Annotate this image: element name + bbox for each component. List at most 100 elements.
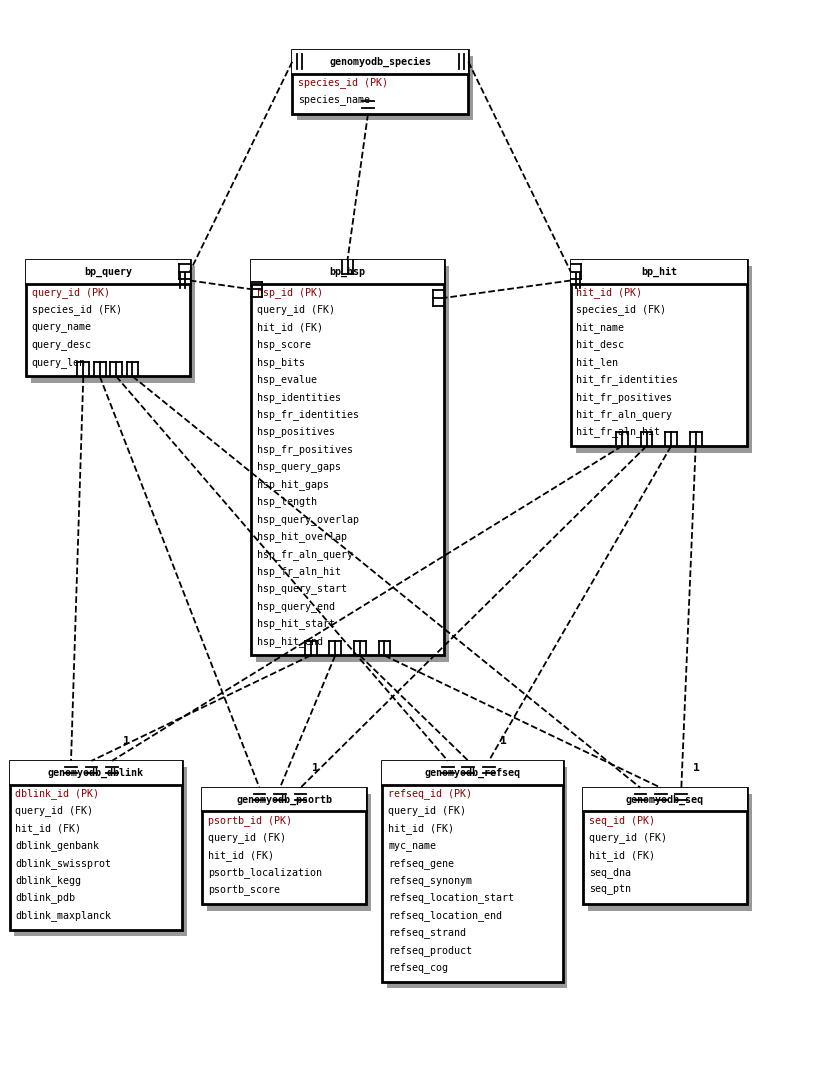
Text: hsp_identities: hsp_identities	[257, 392, 341, 403]
FancyBboxPatch shape	[570, 260, 747, 284]
Text: hsp_query_end: hsp_query_end	[257, 600, 335, 612]
FancyBboxPatch shape	[202, 787, 366, 811]
FancyBboxPatch shape	[570, 260, 747, 446]
Text: hit_id (FK): hit_id (FK)	[208, 850, 274, 861]
Text: seq_id (PK): seq_id (PK)	[589, 814, 655, 825]
Text: bp_hit: bp_hit	[641, 267, 677, 276]
FancyBboxPatch shape	[583, 787, 747, 811]
FancyBboxPatch shape	[387, 767, 567, 988]
FancyBboxPatch shape	[256, 267, 449, 662]
Text: hit_id (FK): hit_id (FK)	[388, 823, 454, 834]
Text: hit_fr_aln_query: hit_fr_aln_query	[576, 409, 672, 420]
Text: refseq_synonym: refseq_synonym	[388, 875, 472, 886]
FancyBboxPatch shape	[10, 760, 182, 784]
FancyBboxPatch shape	[15, 767, 187, 936]
Text: hsp_fr_identities: hsp_fr_identities	[257, 409, 359, 420]
Text: psortb_id (PK): psortb_id (PK)	[208, 814, 292, 825]
Text: 1: 1	[123, 737, 130, 746]
Text: hit_desc: hit_desc	[576, 339, 625, 350]
Text: query_id (FK): query_id (FK)	[388, 806, 466, 816]
Text: dblink_swissprot: dblink_swissprot	[16, 858, 111, 868]
Text: 1: 1	[312, 764, 319, 773]
FancyBboxPatch shape	[382, 760, 562, 982]
FancyBboxPatch shape	[26, 260, 190, 376]
Text: hsp_hit_start: hsp_hit_start	[257, 619, 335, 630]
Text: query_len: query_len	[32, 356, 85, 367]
Text: hit_fr_identities: hit_fr_identities	[576, 374, 678, 386]
Text: hsp_hit_end: hsp_hit_end	[257, 636, 323, 647]
FancyBboxPatch shape	[588, 794, 752, 910]
Text: hsp_length: hsp_length	[257, 497, 317, 508]
Text: hsp_hit_overlap: hsp_hit_overlap	[257, 531, 347, 542]
Text: dblink_maxplanck: dblink_maxplanck	[16, 910, 111, 921]
Text: hsp_query_start: hsp_query_start	[257, 583, 347, 594]
Text: hit_fr_aln_hit: hit_fr_aln_hit	[576, 427, 661, 437]
Text: bp_hsp: bp_hsp	[330, 267, 366, 276]
FancyBboxPatch shape	[31, 267, 195, 382]
Text: genomyodb_seq: genomyodb_seq	[626, 795, 704, 805]
Text: hit_id (FK): hit_id (FK)	[589, 850, 655, 861]
Text: hit_name: hit_name	[576, 322, 625, 333]
Text: hsp_id (PK): hsp_id (PK)	[257, 287, 323, 298]
Text: refseq_location_end: refseq_location_end	[388, 910, 502, 921]
Text: 1: 1	[500, 737, 507, 746]
Text: query_desc: query_desc	[32, 339, 92, 350]
FancyBboxPatch shape	[583, 787, 747, 904]
FancyBboxPatch shape	[252, 260, 444, 656]
Text: dblink_id (PK): dblink_id (PK)	[16, 787, 99, 799]
Text: hsp_bits: hsp_bits	[257, 356, 305, 367]
Text: query_id (FK): query_id (FK)	[589, 833, 667, 843]
Text: hit_id (FK): hit_id (FK)	[257, 322, 323, 333]
Text: dblink_kegg: dblink_kegg	[16, 875, 81, 886]
Text: species_id (FK): species_id (FK)	[576, 305, 667, 315]
Text: psortb_score: psortb_score	[208, 885, 279, 895]
Text: genomyodb_refseq: genomyodb_refseq	[424, 768, 520, 778]
Text: query_id (FK): query_id (FK)	[257, 305, 335, 315]
Text: genomyodb_dblink: genomyodb_dblink	[48, 768, 144, 778]
Text: hsp_fr_positives: hsp_fr_positives	[257, 444, 353, 455]
Text: refseq_gene: refseq_gene	[388, 858, 454, 868]
Text: query_id (FK): query_id (FK)	[208, 833, 286, 843]
Text: hit_len: hit_len	[576, 356, 618, 367]
Text: hsp_fr_aln_hit: hsp_fr_aln_hit	[257, 566, 341, 577]
Text: hsp_score: hsp_score	[257, 339, 311, 350]
Text: dblink_genbank: dblink_genbank	[16, 840, 99, 851]
FancyBboxPatch shape	[10, 760, 182, 930]
Text: refseq_strand: refseq_strand	[388, 928, 466, 939]
FancyBboxPatch shape	[252, 260, 444, 284]
FancyBboxPatch shape	[297, 56, 473, 120]
Text: hsp_evalue: hsp_evalue	[257, 374, 317, 386]
Text: refseq_product: refseq_product	[388, 945, 472, 956]
Text: hsp_query_overlap: hsp_query_overlap	[257, 514, 359, 525]
Text: myc_name: myc_name	[388, 840, 436, 851]
Text: hsp_fr_aln_query: hsp_fr_aln_query	[257, 549, 353, 559]
Text: hsp_hit_gaps: hsp_hit_gaps	[257, 478, 329, 489]
Text: query_name: query_name	[32, 322, 92, 333]
FancyBboxPatch shape	[575, 267, 752, 453]
Text: species_id (PK): species_id (PK)	[298, 77, 388, 87]
Text: psortb_localization: psortb_localization	[208, 867, 322, 878]
Text: hit_id (FK): hit_id (FK)	[16, 823, 81, 834]
Text: genomyodb_psortb: genomyodb_psortb	[236, 795, 332, 805]
Text: hit_id (PK): hit_id (PK)	[576, 287, 643, 298]
Text: dblink_pdb: dblink_pdb	[16, 892, 76, 903]
FancyBboxPatch shape	[26, 260, 190, 284]
Text: 1: 1	[693, 764, 700, 773]
Text: hit_fr_positives: hit_fr_positives	[576, 392, 672, 403]
Text: species_name: species_name	[298, 94, 370, 105]
Text: hsp_query_gaps: hsp_query_gaps	[257, 461, 341, 472]
Text: bp_query: bp_query	[84, 267, 132, 276]
Text: query_id (PK): query_id (PK)	[32, 287, 109, 298]
Text: hsp_positives: hsp_positives	[257, 427, 335, 437]
FancyBboxPatch shape	[207, 794, 371, 910]
FancyBboxPatch shape	[382, 760, 562, 784]
Text: query_id (FK): query_id (FK)	[16, 806, 94, 816]
Text: seq_dna: seq_dna	[589, 867, 630, 878]
FancyBboxPatch shape	[292, 50, 469, 113]
Text: genomyodb_species: genomyodb_species	[330, 56, 432, 67]
Text: refseq_id (PK): refseq_id (PK)	[388, 787, 472, 799]
Text: species_id (FK): species_id (FK)	[32, 305, 122, 315]
FancyBboxPatch shape	[202, 787, 366, 904]
Text: refseq_location_start: refseq_location_start	[388, 892, 514, 903]
Text: seq_ptn: seq_ptn	[589, 885, 630, 895]
